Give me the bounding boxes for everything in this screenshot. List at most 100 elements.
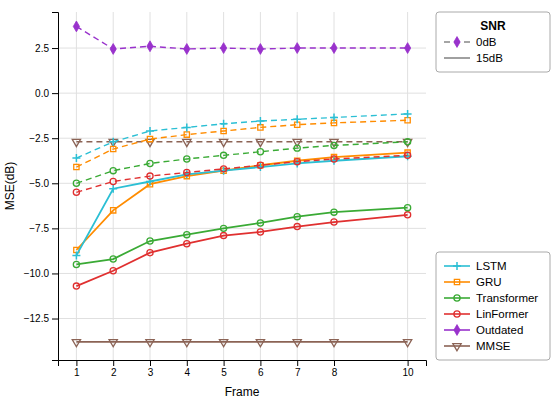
x-tick: 10 [403,360,415,378]
x-tick-mark [187,360,188,366]
series-marker [405,139,411,145]
series-marker [184,241,190,247]
series-line [76,153,407,250]
legend-item: MMSE [444,340,511,352]
series-marker [146,127,154,135]
x-tick-label: 1 [74,367,80,378]
series [72,340,412,347]
series-marker [146,340,154,347]
series-marker [220,43,226,54]
series-marker [331,43,337,54]
series-marker [183,170,191,178]
x-tick: 5 [221,360,227,378]
chart: 12345678102.50.0−2.5−5.0−7.5−10.0−12.5Fr… [0,0,554,404]
legend-marker [454,311,460,317]
series-marker [110,44,116,55]
series-marker [294,43,300,54]
series-marker [257,229,263,235]
series-marker [403,139,411,146]
series-marker [221,152,227,158]
series [72,139,412,146]
legend-label: GRU [476,276,502,288]
series-marker [293,340,301,347]
y-axis-line [52,13,59,361]
series-marker [405,205,411,211]
series-marker [256,139,264,146]
legend-label: MMSE [476,340,511,352]
series-marker [110,268,116,274]
series-line [76,208,407,265]
x-axis-line [59,361,427,367]
series [74,118,410,170]
series-marker [221,225,227,231]
legend-line [444,281,470,283]
grid [58,12,426,360]
x-tick-mark [260,360,261,366]
x-tick-mark [334,360,335,366]
x-tick: 1 [74,360,80,378]
y-tick-mark [52,93,58,94]
series-line [76,141,407,142]
x-tick-mark [76,360,77,366]
series-marker [404,110,412,118]
series-line [76,142,407,183]
y-tick-mark [52,138,58,139]
series-marker [257,162,263,168]
series-marker [256,340,264,347]
series-marker [294,145,300,151]
x-grid-line [186,12,187,360]
y-axis: 2.50.0−2.5−5.0−7.5−10.0−12.5 [24,13,59,361]
series-line [76,114,407,158]
x-tick-label: 2 [111,367,117,378]
y-tick-label: −10.0 [24,268,50,279]
legend-label: LSTM [476,260,507,272]
series [74,150,410,253]
series-line [76,156,407,255]
series-marker [73,283,79,289]
series-marker [331,209,337,215]
x-tick-mark [408,360,409,366]
series-marker [256,117,264,125]
legend-item: 15dB [444,52,503,64]
series-marker [330,157,338,165]
series-marker [111,146,116,151]
y-tick-label: 2.5 [35,43,49,54]
series-marker [73,261,79,267]
series-marker [221,166,227,172]
series-marker [111,208,116,213]
series-marker [331,156,337,162]
series-marker [184,156,190,162]
y-axis-title: MSE(dB) [3,162,17,211]
x-tick: 2 [111,360,117,378]
legend-item: LinFormer [444,308,529,320]
series-marker [331,219,337,225]
series [73,152,410,195]
legend-line [444,345,470,347]
series-marker [257,149,263,155]
series-marker [73,189,79,195]
series-marker [72,154,80,162]
series-marker [219,139,227,146]
series-marker [294,223,300,229]
x-grid-line [260,12,261,360]
y-tick-label: −2.5 [29,133,49,144]
x-tick-mark [150,360,151,366]
y-grid-line [58,318,426,319]
legend-item: LSTM [444,260,507,272]
legend-label: LinFormer [476,308,529,320]
series-marker [74,164,79,169]
series-marker [147,136,152,141]
series-marker [404,43,410,54]
x-axis: 1234567810 [59,360,427,378]
legend-marker [454,325,460,336]
series-marker [183,123,191,131]
series [73,21,410,54]
x-tick-mark [297,360,298,366]
legend-marker [454,37,460,48]
series-marker [72,340,80,347]
series-marker [294,214,300,220]
series-marker [256,163,264,171]
legend-item: GRU [444,276,502,288]
x-tick-label: 3 [148,367,154,378]
legend-title: SNR [480,19,506,33]
